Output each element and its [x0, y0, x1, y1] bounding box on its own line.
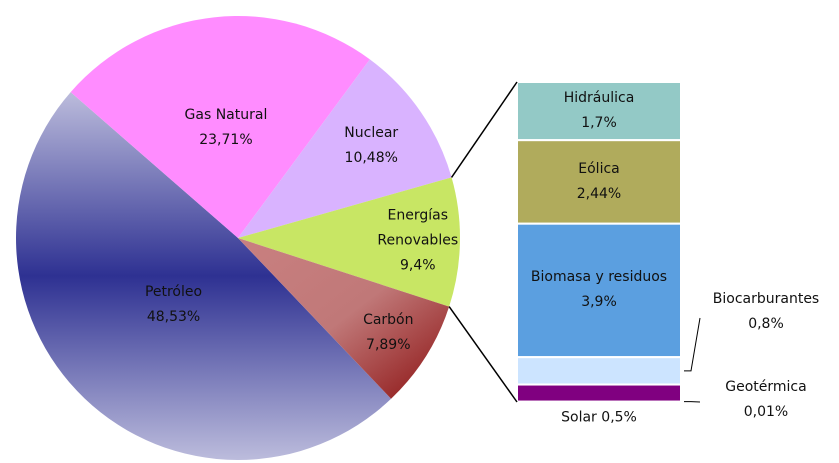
slice-value: 10,48%	[344, 149, 398, 166]
pie-slice	[238, 238, 450, 399]
slice-value: 9,4%	[399, 257, 436, 274]
pie-slice	[70, 16, 370, 238]
bar-segment	[516, 383, 682, 403]
leader-line	[684, 317, 701, 372]
slice-name: Petróleo	[144, 284, 203, 301]
bar-value: 3,9%	[581, 294, 617, 311]
bar-value: 0,8%	[748, 316, 784, 332]
pie-slice	[238, 177, 460, 307]
bar-label: Solar 0,5%	[517, 406, 681, 431]
bar-value: 0,5%	[601, 409, 637, 426]
bar-segment	[516, 356, 682, 386]
slice-value: 7,89%	[366, 336, 411, 353]
slice-name: Nuclear	[344, 124, 399, 141]
bar-name: Geotérmica	[725, 379, 807, 395]
bar-label: Geotérmica 0,01%	[696, 375, 836, 425]
slice-name: Carbón	[363, 311, 414, 328]
slice-name: Gas Natural	[184, 106, 268, 123]
slice-label: Energías Renovables 9,4%	[373, 204, 463, 279]
bar-segment	[516, 222, 682, 359]
slice-label: Petróleo 48,53%	[109, 280, 239, 330]
bar-name: Solar	[561, 409, 597, 426]
slice-value: 23,71%	[199, 131, 253, 148]
bar-label: Eólica 2,44%	[527, 157, 671, 207]
bar-name: Biomasa y residuos	[530, 269, 668, 286]
bar-value: 2,44%	[576, 185, 622, 202]
bar-name: Eólica	[578, 160, 620, 177]
bar-value: 0,01%	[743, 404, 789, 420]
slice-name: Energías Renovables	[377, 207, 459, 249]
pie-slice	[16, 92, 392, 460]
slice-label: Carbón 7,89%	[323, 308, 453, 358]
slice-label: Gas Natural 23,71%	[161, 103, 291, 153]
bar-segment	[516, 81, 682, 142]
bar-label: Biocarburantes 0,8%	[696, 287, 836, 337]
bar-name: Biocarburantes	[712, 291, 820, 307]
connector	[448, 306, 518, 403]
bar-label: Hidráulica 1,7%	[527, 86, 671, 136]
pie-slice	[238, 59, 452, 238]
bar-label: Biomasa y residuos 3,9%	[527, 265, 671, 315]
bar-name: Hidráulica	[563, 90, 635, 107]
connector	[450, 81, 518, 178]
bar-value: 1,7%	[581, 115, 617, 132]
slice-value: 48,53%	[146, 309, 201, 326]
slice-label: Nuclear 10,48%	[306, 121, 436, 171]
